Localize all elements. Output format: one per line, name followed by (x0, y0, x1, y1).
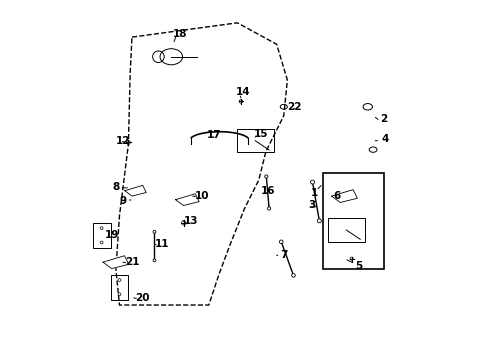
Ellipse shape (317, 219, 321, 223)
Bar (110, 275, 128, 300)
Text: 7: 7 (280, 250, 287, 260)
Text: 11: 11 (155, 239, 169, 249)
Text: 15: 15 (253, 129, 267, 139)
Polygon shape (175, 194, 199, 206)
Bar (93, 223, 110, 248)
Text: 12: 12 (116, 136, 130, 146)
Text: 1: 1 (310, 188, 317, 198)
Ellipse shape (153, 230, 156, 233)
Bar (327, 219, 364, 242)
Polygon shape (331, 190, 357, 203)
Text: 14: 14 (235, 87, 249, 98)
Ellipse shape (267, 207, 270, 210)
Polygon shape (103, 256, 128, 269)
Text: 20: 20 (135, 293, 150, 303)
Text: 2: 2 (379, 114, 386, 124)
Ellipse shape (264, 175, 267, 178)
Text: 4: 4 (381, 134, 388, 144)
Ellipse shape (310, 180, 314, 184)
Text: 3: 3 (308, 200, 315, 210)
Bar (236, 129, 273, 152)
Text: 6: 6 (333, 191, 340, 201)
Polygon shape (124, 185, 146, 196)
Ellipse shape (279, 240, 283, 244)
Text: 16: 16 (260, 186, 274, 196)
Text: 9: 9 (119, 196, 126, 206)
Text: 13: 13 (183, 216, 198, 226)
Text: 22: 22 (286, 102, 301, 112)
Text: 8: 8 (112, 182, 119, 192)
Ellipse shape (291, 274, 295, 277)
Text: 19: 19 (105, 230, 119, 240)
Text: 21: 21 (124, 257, 139, 267)
Text: 5: 5 (354, 261, 362, 271)
Ellipse shape (153, 259, 156, 262)
Text: 10: 10 (194, 191, 208, 201)
Text: 17: 17 (206, 130, 221, 140)
Bar (323, 173, 383, 269)
Text: 18: 18 (173, 28, 187, 39)
